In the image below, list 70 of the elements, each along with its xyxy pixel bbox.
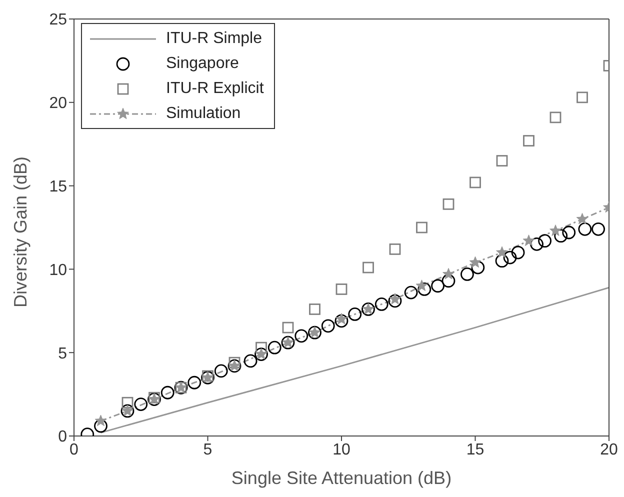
legend-label: ITU-R Simple (166, 30, 262, 48)
point (294, 329, 308, 343)
y-tick-label: 15 (49, 178, 68, 196)
point (442, 198, 454, 210)
point (334, 314, 348, 328)
point (550, 112, 562, 124)
x-tick-label: 5 (203, 441, 212, 458)
y-tick-label: 0 (58, 428, 68, 446)
y-tick-label: 5 (58, 345, 68, 362)
point (416, 222, 428, 234)
point (431, 279, 444, 293)
point (94, 414, 107, 426)
point (522, 234, 535, 246)
point (578, 222, 592, 236)
point (309, 304, 320, 315)
point (511, 246, 525, 260)
x-axis-title: Single Site Attenuation (dB) (231, 468, 452, 488)
point (496, 246, 508, 258)
point (160, 386, 174, 400)
legend-label: ITU-R Explicit (166, 80, 264, 98)
point (576, 92, 588, 104)
point (362, 262, 374, 274)
point (336, 312, 348, 324)
point (523, 135, 534, 146)
point (495, 254, 509, 268)
point (214, 364, 228, 378)
y-tick-label: 25 (49, 12, 68, 29)
x-tick-label: 10 (332, 441, 350, 458)
point (530, 237, 544, 251)
point (471, 260, 485, 274)
point (188, 376, 202, 390)
point (562, 226, 576, 240)
point (389, 292, 401, 304)
point (538, 234, 552, 248)
point (496, 155, 508, 166)
x-tick-label: 0 (70, 441, 79, 458)
point (388, 294, 402, 308)
point (576, 212, 588, 224)
point (374, 298, 388, 311)
point (469, 256, 482, 268)
point (592, 222, 605, 236)
point (404, 286, 418, 300)
point (550, 224, 562, 236)
point (416, 280, 428, 291)
point (503, 250, 517, 264)
point (122, 396, 134, 408)
legend-label: Simulation (166, 104, 241, 122)
point (268, 340, 282, 354)
point (244, 354, 258, 368)
x-tick-label: 20 (600, 441, 618, 458)
y-axis-title: Diversity Gain (dB) (10, 156, 30, 308)
y-tick-label: 20 (49, 95, 68, 112)
point (282, 322, 294, 334)
legend-label: Singapore (166, 54, 239, 72)
point (418, 282, 432, 296)
point (442, 274, 456, 288)
y-tick-label: 10 (49, 262, 68, 279)
point (470, 176, 481, 188)
x-tick-label: 15 (466, 441, 484, 458)
point (336, 284, 348, 295)
point (389, 243, 401, 255)
point (134, 398, 148, 412)
point (321, 319, 335, 333)
point (94, 419, 108, 433)
point (348, 308, 362, 321)
point (460, 268, 474, 281)
point (442, 268, 454, 280)
point (228, 356, 240, 368)
point (554, 229, 568, 243)
point (256, 342, 267, 354)
